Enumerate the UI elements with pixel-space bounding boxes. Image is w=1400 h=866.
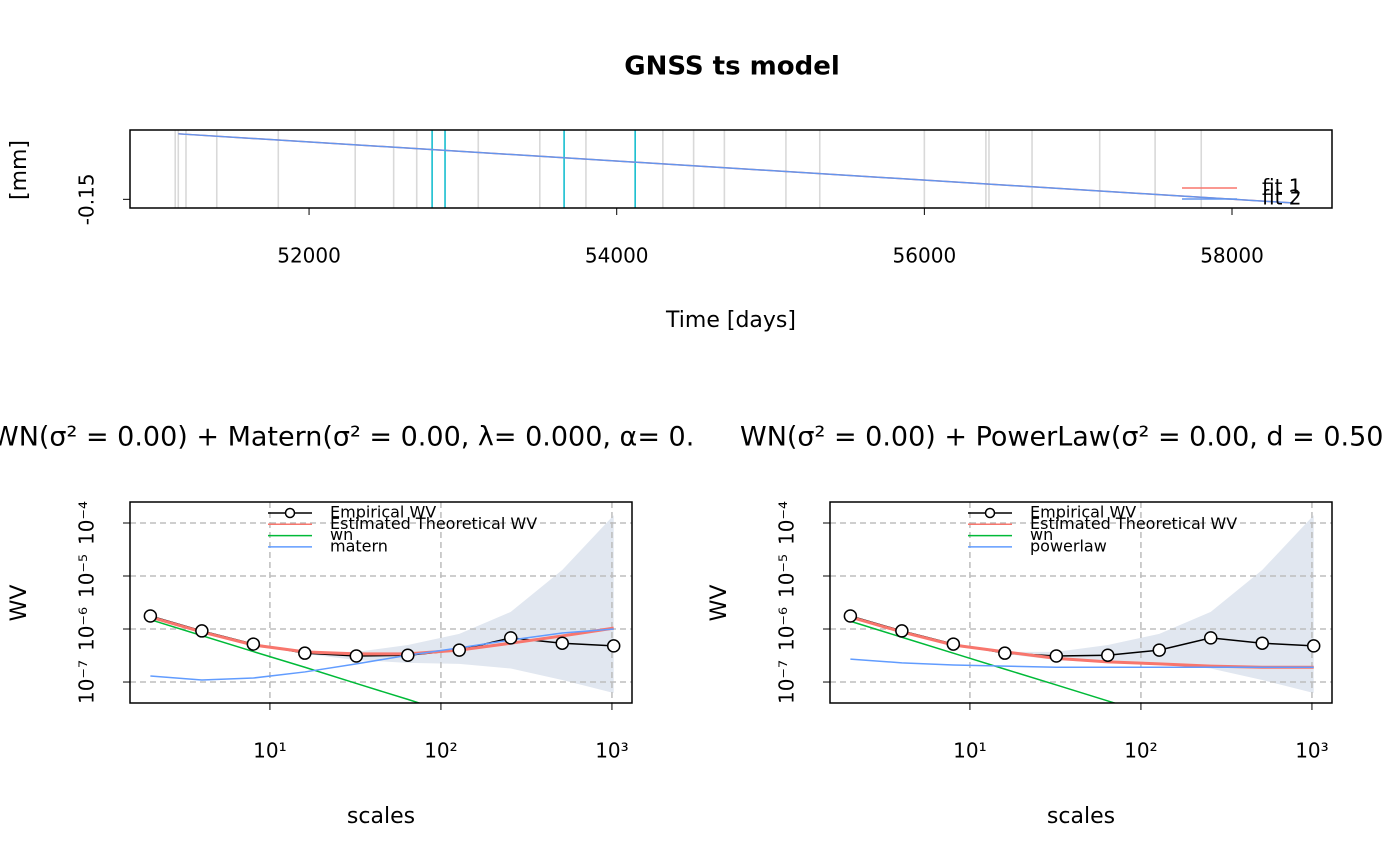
- plot-frame: [129, 129, 1333, 209]
- series-line: [150, 628, 614, 681]
- y-tick-label: 10⁻⁵: [75, 554, 99, 598]
- y-axis-label: WV: [7, 585, 32, 622]
- figure-title: GNSS ts model: [624, 52, 840, 82]
- legend-label: Estimated Theoretical WV: [1030, 514, 1237, 533]
- y-axis-label: WV: [707, 585, 732, 622]
- legend-label: wn: [330, 525, 353, 544]
- data-point: [503, 631, 518, 645]
- x-axis-label: Time [days]: [665, 308, 796, 333]
- series-line: [178, 133, 1294, 204]
- legend-marker: [284, 507, 296, 519]
- data-point: [946, 637, 961, 651]
- data-point: [349, 649, 364, 663]
- y-axis-label: [mm]: [7, 140, 32, 200]
- legend-label: fit 1: [1262, 175, 1302, 199]
- data-point: [1152, 643, 1167, 657]
- data-point: [195, 624, 209, 638]
- x-tick-label: 10¹: [953, 739, 986, 763]
- data-point: [1255, 636, 1269, 650]
- series-line: [850, 620, 1118, 703]
- data-point: [143, 609, 158, 623]
- y-tick-label: 10⁻⁵: [775, 554, 799, 598]
- data-point: [1203, 631, 1218, 645]
- y-tick-label: -0.15: [75, 173, 99, 225]
- panel-title: WN(σ² = 0.00) + PowerLaw(σ² = 0.00, d = …: [740, 422, 1383, 453]
- plot-frame: [829, 501, 1333, 704]
- legend-label: fit 2: [1262, 186, 1302, 210]
- data-point: [998, 646, 1012, 660]
- data-point: [843, 609, 858, 623]
- confidence-band: [850, 515, 1314, 694]
- y-tick-label: 10⁻⁶: [775, 607, 799, 651]
- series-line: [150, 618, 422, 703]
- x-tick-label: 54000: [585, 244, 649, 268]
- x-tick-label: 10³: [595, 739, 628, 763]
- x-tick-label: 10²: [424, 739, 457, 763]
- panel-title: WN(σ² = 0.00) + Matern(σ² = 0.00, λ= 0.0…: [0, 422, 694, 453]
- plot-area: [830, 502, 1332, 703]
- x-axis-label: scales: [347, 804, 415, 829]
- data-point: [1101, 648, 1115, 662]
- legend-label: Empirical WV: [1030, 503, 1136, 522]
- legend-label: powerlaw: [1030, 536, 1107, 555]
- confidence-band: [150, 515, 614, 694]
- data-point: [298, 646, 312, 660]
- legend-label: Empirical WV: [330, 503, 436, 522]
- data-point: [895, 624, 909, 638]
- plot-area: [130, 502, 632, 703]
- legend-label: matern: [330, 536, 388, 555]
- x-tick-label: 56000: [893, 244, 957, 268]
- legend-label: Estimated Theoretical WV: [330, 514, 537, 533]
- y-tick-label: 10⁻⁷: [75, 660, 99, 704]
- plot-frame: [129, 501, 633, 704]
- y-tick-label: 10⁻⁴: [75, 501, 99, 545]
- series-line: [850, 658, 1314, 668]
- legend-label: wn: [1030, 525, 1053, 544]
- x-tick-label: 10¹: [253, 739, 286, 763]
- legend-marker: [984, 507, 996, 519]
- data-point: [1049, 649, 1064, 663]
- data-point: [401, 648, 415, 662]
- plot-area: [174, 130, 1294, 208]
- x-tick-label: 10³: [1295, 739, 1328, 763]
- x-tick-label: 10²: [1124, 739, 1157, 763]
- y-tick-label: 10⁻⁴: [775, 501, 799, 545]
- data-point: [246, 637, 261, 651]
- x-tick-label: 52000: [277, 244, 341, 268]
- x-tick-label: 58000: [1200, 244, 1264, 268]
- x-axis-label: scales: [1047, 804, 1115, 829]
- y-tick-label: 10⁻⁷: [775, 660, 799, 704]
- data-point: [1306, 639, 1321, 653]
- data-point: [555, 636, 569, 650]
- series-line: [149, 615, 614, 656]
- y-tick-label: 10⁻⁶: [75, 607, 99, 651]
- data-point: [606, 639, 621, 653]
- data-point: [452, 643, 467, 657]
